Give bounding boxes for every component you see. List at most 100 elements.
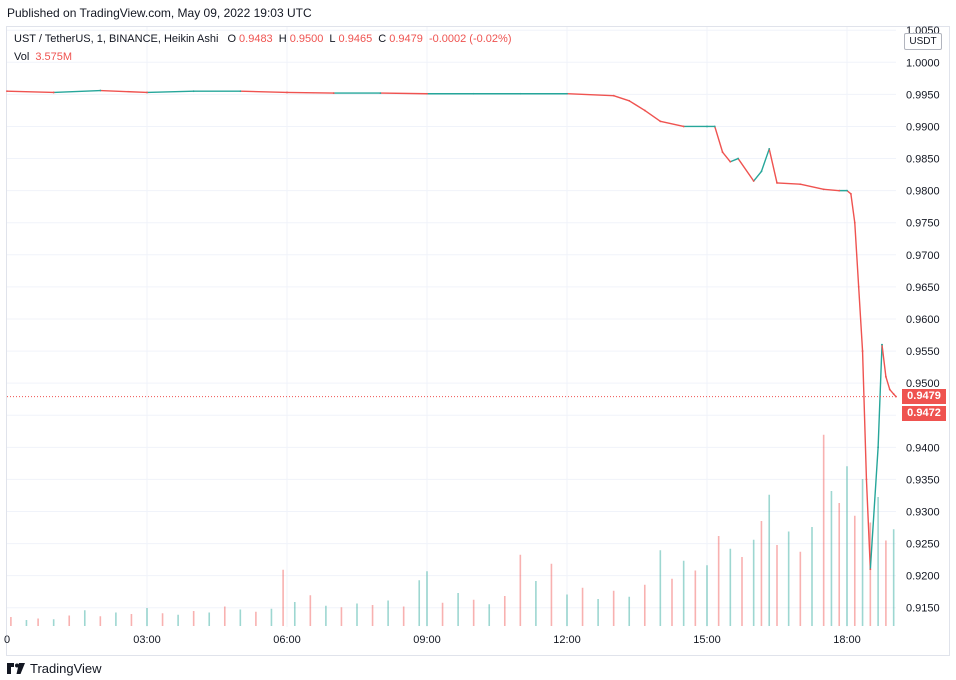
last-price-badge: 0.9479	[902, 389, 946, 404]
footer-brand[interactable]: TradingView	[7, 661, 102, 676]
x-tick-label: 12:00	[553, 634, 581, 646]
price-segment	[714, 125, 724, 153]
price-point	[869, 568, 872, 571]
volume-bar	[846, 466, 848, 626]
volume-bar	[877, 497, 879, 626]
volume-bar	[426, 571, 428, 626]
volume-bar	[223, 606, 226, 626]
y-tick-label: 0.9650	[906, 282, 940, 294]
legend-close-value: 0.9479	[389, 33, 423, 45]
legend-ohlc: UST / TetherUS, 1, BINANCE, Heikin Ashi …	[14, 33, 514, 45]
volume-bar	[10, 617, 12, 626]
price-point	[776, 182, 778, 184]
price-segment	[760, 148, 770, 173]
price-segment	[822, 188, 840, 192]
price-segment	[850, 193, 856, 224]
volume-bar	[488, 604, 491, 626]
price-point	[857, 285, 860, 288]
price-segment	[889, 388, 895, 395]
tradingview-logo-icon	[7, 663, 25, 674]
price-point	[849, 192, 852, 195]
y-tick-label: 0.9700	[906, 250, 940, 262]
volume-bar	[146, 608, 148, 626]
x-tick-label: 0	[4, 634, 10, 646]
currency-badge[interactable]: USDT	[904, 33, 942, 50]
price-segment	[6, 90, 55, 94]
volume-bar	[270, 608, 273, 626]
price-segment	[752, 170, 763, 182]
volume-bar	[822, 434, 825, 626]
price-point	[721, 151, 724, 154]
price-point	[768, 148, 771, 150]
y-tick-label: 0.9950	[906, 89, 940, 101]
volume-bar	[325, 605, 327, 626]
volume-bar	[760, 521, 763, 626]
price-segment	[737, 157, 755, 182]
price-point	[838, 189, 841, 192]
price-point	[682, 125, 685, 128]
y-tick-label: 0.9550	[906, 346, 940, 358]
y-tick-label: 0.9300	[906, 506, 940, 518]
legend-change: -0.0002 (-0.02%)	[428, 33, 512, 45]
price-point	[612, 94, 615, 97]
y-tick-label: 0.9200	[906, 571, 940, 583]
price-segment	[286, 91, 335, 94]
price-point	[706, 125, 708, 128]
price-segment	[566, 93, 615, 97]
y-tick-label: 0.9250	[906, 539, 940, 551]
price-segment	[99, 89, 148, 94]
price-segment	[768, 148, 778, 184]
volume-bar	[694, 570, 697, 626]
price-segment	[729, 157, 739, 163]
volume-bar	[519, 554, 522, 626]
volume-bar	[838, 503, 841, 626]
price-point	[146, 91, 148, 94]
price-point	[192, 90, 195, 93]
price-point	[379, 92, 382, 94]
volume-bar	[441, 602, 444, 626]
price-point	[332, 92, 335, 94]
volume-bar	[768, 494, 771, 626]
volume-bar	[177, 614, 179, 626]
price-chart[interactable]: 1.00501.00000.99500.99000.98500.98000.97…	[0, 0, 956, 660]
price-point	[881, 343, 883, 346]
price-point	[713, 125, 716, 128]
volume-bar	[68, 615, 71, 626]
price-segment	[865, 478, 872, 570]
legend-symbol: UST / TetherUS, 1, BINANCE, Heikin Ashi	[14, 33, 219, 45]
volume-bar	[643, 584, 646, 626]
y-tick-label: 0.9600	[906, 314, 940, 326]
price-point	[628, 99, 631, 102]
chart-frame	[6, 26, 950, 656]
price-segment	[659, 120, 685, 128]
volume-bar	[717, 536, 720, 626]
price-point	[853, 221, 856, 224]
volume-bar	[787, 531, 790, 626]
legend-high-label: H	[278, 33, 287, 45]
volume-bar	[472, 599, 475, 626]
volume-bar	[418, 580, 421, 626]
price-point	[643, 109, 646, 112]
volume-bar	[25, 620, 28, 626]
volume-bar	[830, 491, 833, 626]
price-point	[888, 388, 891, 391]
price-segment	[857, 286, 864, 352]
y-tick-label: 0.9150	[906, 603, 940, 615]
price-segment	[885, 376, 891, 391]
volume-bar	[869, 522, 872, 626]
price-point	[6, 90, 8, 93]
y-tick-label: 0.9750	[906, 218, 940, 230]
price-point	[519, 92, 522, 95]
y-tick-label: 0.9400	[906, 442, 940, 454]
price-segment	[881, 343, 887, 378]
volume-bar	[255, 611, 257, 626]
volume-bar	[37, 618, 39, 626]
volume-bar	[706, 565, 708, 626]
price-segment	[644, 109, 662, 123]
legend-low-label: L	[329, 33, 336, 45]
volume-bar	[52, 619, 55, 626]
price-point	[822, 188, 825, 191]
price-point	[472, 92, 475, 95]
volume-bar	[99, 616, 102, 626]
y-tick-label: 0.9350	[906, 474, 940, 486]
